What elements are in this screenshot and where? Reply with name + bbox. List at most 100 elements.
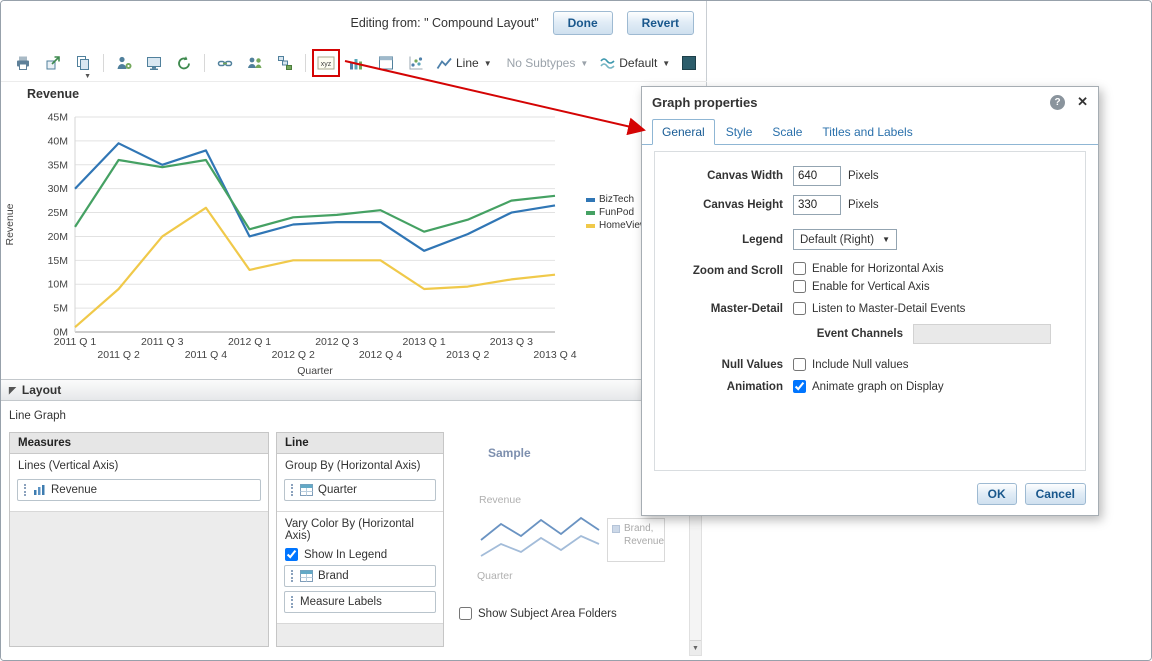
null-values-option[interactable]: Include Null values (793, 358, 1077, 371)
layout-panel-header[interactable]: ◤ Layout (1, 379, 707, 401)
drag-handle-icon[interactable] (291, 484, 295, 496)
sample-mini-chart (480, 516, 600, 557)
dialog-content: Canvas Width Pixels Canvas Height Pixels… (654, 151, 1086, 471)
svg-text:35M: 35M (48, 159, 68, 171)
legend-item: HomeView (586, 220, 647, 231)
toolbar: ▼ xyz (1, 45, 707, 81)
svg-text:2012 Q 3: 2012 Q 3 (315, 336, 358, 348)
group-by-dropzone[interactable]: Group By (Horizontal Axis) Quarter (277, 454, 443, 512)
collapse-icon[interactable]: ◤ (9, 384, 16, 395)
drag-handle-icon[interactable] (291, 570, 295, 582)
legend-select[interactable]: Default (Right) ▼ (793, 229, 898, 250)
tab-style[interactable]: Style (725, 125, 753, 139)
refresh-icon[interactable] (174, 53, 194, 73)
selection-steps-icon[interactable] (275, 53, 295, 73)
sample-legend-swatch (612, 525, 620, 533)
layout-title: Layout (21, 383, 62, 397)
sample-y-label: Revenue (479, 494, 522, 506)
checkbox-label: Enable for Horizontal Axis (812, 262, 944, 275)
show-in-legend-option[interactable]: Show In Legend (285, 548, 436, 561)
link-icon[interactable] (215, 53, 235, 73)
zoom-horizontal-option[interactable]: Enable for Horizontal Axis (793, 262, 1077, 275)
toolbar-separator (103, 54, 104, 72)
graph-properties-dialog: Graph properties ? ✕ General Style Scale… (641, 86, 1099, 516)
drag-handle-icon[interactable] (24, 484, 28, 496)
sample-legend: Brand, Revenue (607, 518, 665, 562)
svg-text:2013 Q 2: 2013 Q 2 (446, 349, 489, 361)
checkbox-label: Animate graph on Display (812, 380, 944, 393)
line-chart-icon (436, 57, 452, 69)
color-swatch[interactable] (682, 56, 697, 70)
show-in-legend-checkbox[interactable] (285, 548, 298, 561)
animation-option[interactable]: Animate graph on Display (793, 380, 1077, 393)
export-icon[interactable] (43, 53, 63, 73)
column-pill-brand[interactable]: Brand (284, 565, 436, 587)
svg-text:2012 Q 2: 2012 Q 2 (272, 349, 315, 361)
ok-button[interactable]: OK (976, 483, 1017, 505)
checkbox-label: Show Subject Area Folders (478, 607, 617, 620)
zoom-vertical-checkbox[interactable] (793, 280, 806, 293)
zoom-horizontal-checkbox[interactable] (793, 262, 806, 275)
frame-icon[interactable] (376, 53, 396, 73)
tab-general[interactable]: General (652, 119, 715, 145)
master-detail-option[interactable]: Listen to Master-Detail Events (793, 302, 1077, 315)
done-button[interactable]: Done (552, 11, 613, 35)
svg-text:Quarter: Quarter (297, 365, 333, 377)
import-icon[interactable]: ▼ (73, 53, 93, 80)
event-channels-row: Event Channels (655, 324, 1077, 344)
svg-text:25M: 25M (48, 207, 68, 219)
dropzone-label: Group By (Horizontal Axis) (285, 460, 421, 472)
view-type-label: Line Graph (9, 410, 66, 422)
show-subject-area-folders-checkbox[interactable] (459, 607, 472, 620)
svg-text:2011 Q 2: 2011 Q 2 (97, 349, 140, 361)
tab-titles-and-labels[interactable]: Titles and Labels (822, 125, 913, 139)
canvas-height-input[interactable] (793, 195, 841, 215)
graph-properties-icon[interactable]: xyz (312, 49, 340, 77)
cancel-button[interactable]: Cancel (1024, 483, 1086, 505)
revert-button[interactable]: Revert (626, 11, 694, 35)
canvas-width-input[interactable] (793, 166, 841, 186)
graph-type-dropdown[interactable]: Line ▼ (436, 56, 492, 71)
master-detail-checkbox[interactable] (793, 302, 806, 315)
chevron-down-icon: ▼ (483, 58, 492, 68)
svg-text:45M: 45M (48, 112, 68, 124)
animate-graph-checkbox[interactable] (793, 380, 806, 393)
svg-text:2011 Q 1: 2011 Q 1 (54, 336, 97, 348)
pill-measure-labels[interactable]: Measure Labels (284, 591, 436, 613)
scroll-down-icon[interactable]: ▼ (690, 640, 701, 655)
groups-icon[interactable] (245, 53, 265, 73)
preview-icon[interactable] (144, 53, 164, 73)
legend-selected-value: Default (Right) (800, 233, 875, 246)
user-settings-icon[interactable] (114, 53, 134, 73)
canvas-height-unit: Pixels (848, 199, 879, 211)
style-wave-icon (600, 58, 615, 69)
scatter-icon[interactable] (406, 53, 426, 73)
zoom-vertical-option[interactable]: Enable for Vertical Axis (793, 280, 1077, 293)
checkbox-label: Enable for Vertical Axis (812, 280, 930, 293)
pill-label: Measure Labels (300, 596, 382, 608)
editing-from-label: Editing from: " Compound Layout" (350, 16, 539, 30)
tab-scale[interactable]: Scale (772, 125, 803, 139)
pill-label: Revenue (51, 484, 98, 496)
vary-color-dropzone[interactable]: Vary Color By (Horizontal Axis) Show In … (277, 512, 443, 624)
show-subject-area-folders-option[interactable]: Show Subject Area Folders (459, 607, 617, 620)
svg-text:5M: 5M (53, 303, 68, 315)
style-label: Default (619, 56, 658, 70)
include-null-values-checkbox[interactable] (793, 358, 806, 371)
sample-legend-label: Brand, Revenue (624, 523, 665, 547)
chart-legend: BizTech FunPod HomeView (586, 194, 647, 231)
style-dropdown[interactable]: Default ▼ (600, 56, 670, 70)
column-pill-quarter[interactable]: Quarter (284, 479, 436, 501)
subtype-dropdown[interactable]: No Subtypes ▼ (504, 56, 589, 70)
drag-handle-icon[interactable] (291, 596, 295, 608)
svg-text:15M: 15M (48, 255, 68, 267)
lines-vertical-axis-dropzone[interactable]: Lines (Vertical Axis) Revenue (10, 454, 268, 512)
canvas-width-label: Canvas Width (707, 170, 783, 182)
bar-graph-icon[interactable] (346, 53, 366, 73)
help-icon[interactable]: ? (1050, 94, 1066, 110)
svg-text:2012 Q 4: 2012 Q 4 (359, 349, 402, 361)
print-icon[interactable] (13, 53, 33, 73)
close-icon[interactable]: ✕ (1077, 94, 1088, 109)
measure-pill-revenue[interactable]: Revenue (17, 479, 261, 501)
